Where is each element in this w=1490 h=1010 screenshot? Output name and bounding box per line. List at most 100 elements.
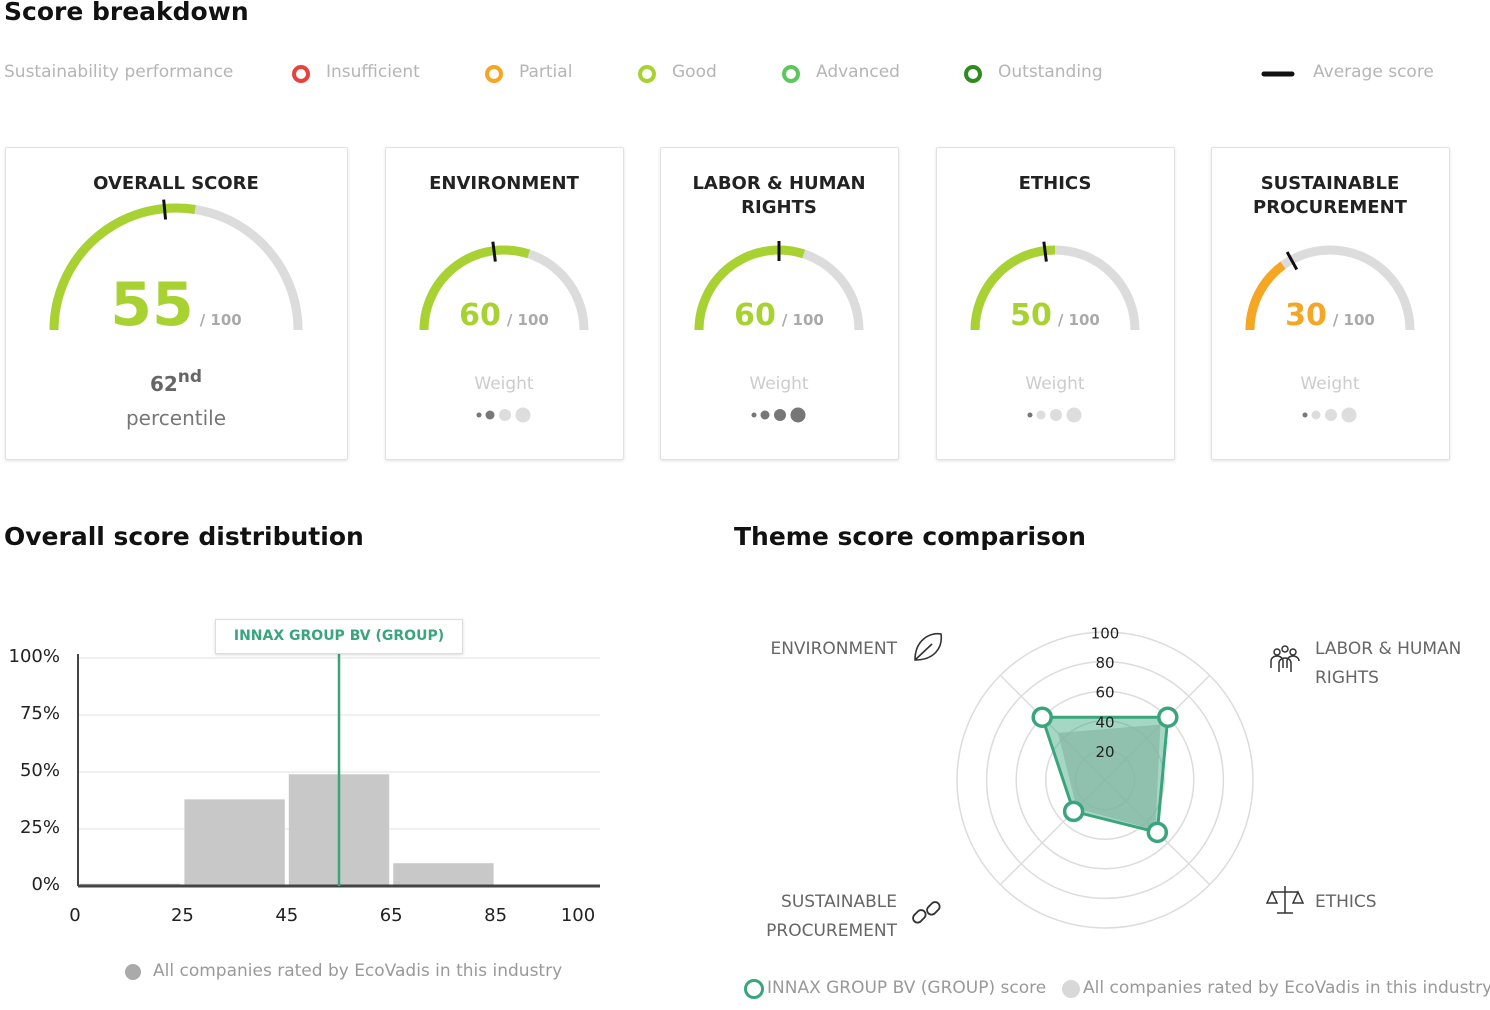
gauge-value [419, 245, 531, 331]
weight-dot [476, 412, 482, 418]
category-label: LABOR & HUMAN RIGHTS [1315, 639, 1462, 688]
rank-suffix: nd [177, 367, 203, 387]
card-title: SUSTAINABLE PROCUREMENT [1253, 173, 1407, 218]
x-tick-label: 45 [275, 905, 299, 926]
score-value: 60 [459, 298, 501, 333]
icon-link [912, 901, 941, 924]
radial-tick-label: 60 [1095, 684, 1114, 702]
average-area [1057, 724, 1161, 831]
score-max: / 100 [199, 311, 242, 329]
grid-ring [985, 660, 1225, 900]
weight-dot [515, 407, 531, 423]
y-tick-label: 50% [19, 760, 60, 781]
weight-label: Weight [749, 374, 809, 394]
score-value: 50 [1010, 298, 1052, 333]
legend-swatch [744, 979, 764, 999]
x-tick-label: 100 [560, 905, 596, 926]
weight-dot [485, 410, 495, 420]
score-point [1031, 706, 1053, 728]
score: 50 / 100 [945, 298, 1165, 333]
icon-scales [1265, 886, 1305, 914]
gauge-average [491, 241, 497, 262]
score-max: / 100 [1057, 311, 1100, 329]
legend-swatch [485, 65, 503, 83]
rank: 62nd [116, 367, 236, 396]
grid-ring [1015, 690, 1195, 870]
card-title: OVERALL SCORE [93, 173, 259, 194]
gauge-average [1042, 241, 1048, 262]
legend-item: Insufficient [326, 62, 420, 82]
legend-swatch [964, 65, 982, 83]
category-label: ENVIRONMENT [770, 639, 897, 659]
grid-ring [1045, 720, 1165, 840]
weight-dot [1311, 410, 1321, 420]
x-tick-label: 65 [379, 905, 403, 926]
card-title: ETHICS [1018, 173, 1092, 194]
legend-item: All companies rated by EcoVadis in this … [153, 961, 563, 981]
legend-swatch [125, 964, 141, 980]
weight-dot [1050, 409, 1062, 421]
score: 60 / 100 [394, 298, 614, 333]
score-point [1062, 800, 1085, 823]
score: 30 / 100 [1220, 298, 1440, 333]
card-title: LABOR & HUMAN RIGHTS [692, 173, 866, 218]
legend-item: Good [672, 62, 717, 82]
x-tick-label: 25 [170, 905, 194, 926]
y-tick-label: 0% [31, 874, 60, 895]
icon-people [1270, 645, 1300, 672]
score: 55 / 100 [66, 270, 286, 340]
chart-title: Theme score comparison [734, 522, 1086, 551]
legend-item: All companies rated by EcoVadis in this … [1083, 978, 1490, 998]
category-label: SUSTAINABLE PROCUREMENT [766, 892, 897, 941]
weight-dot [1302, 412, 1308, 418]
y-tick-label: 25% [19, 817, 60, 838]
weight-dot [1036, 410, 1046, 420]
weight-dot [790, 407, 806, 423]
weight-dot [1325, 409, 1337, 421]
gauge-average [162, 199, 168, 220]
score-value: 30 [1285, 298, 1327, 333]
x-tick-label: 85 [484, 905, 508, 926]
radial-tick-label: 100 [1091, 625, 1120, 643]
x-tick-label: 0 [69, 905, 81, 926]
gauge-average [1285, 251, 1299, 271]
score-max: / 100 [781, 311, 824, 329]
legend-item: Average score [1313, 62, 1434, 82]
category-label: ETHICS [1315, 892, 1377, 912]
score-value: 60 [734, 298, 776, 333]
legend-swatch [1062, 980, 1080, 998]
y-tick-label: 75% [19, 703, 60, 724]
grid-ring [956, 631, 1254, 929]
weight-dot [751, 412, 757, 418]
y-tick-label: 100% [8, 646, 60, 667]
radial-tick-label: 40 [1095, 713, 1114, 731]
legend-swatch [782, 65, 800, 83]
weight-label: Weight [1025, 374, 1085, 394]
rank-value: 62 [149, 372, 178, 396]
gauge-value [1245, 261, 1286, 331]
legend-label: Sustainability performance [4, 62, 234, 82]
weight-dot [1341, 407, 1357, 423]
bar [393, 863, 494, 886]
radial-tick-label: 20 [1095, 743, 1114, 761]
radial-tick-label: 80 [1095, 654, 1114, 672]
gauge-value [49, 203, 196, 331]
weight-dot [774, 409, 786, 421]
gauge-value [694, 245, 806, 331]
legend-swatch [638, 65, 656, 83]
score: 60 / 100 [669, 298, 889, 333]
score-max: / 100 [1332, 311, 1375, 329]
score-point [1157, 706, 1179, 728]
legend-item: Outstanding [998, 62, 1103, 82]
page-title: Score breakdown [4, 0, 249, 26]
gauge-value [970, 245, 1056, 331]
legend-item: Advanced [816, 62, 900, 82]
weight-dot [499, 409, 511, 421]
legend-item: Partial [519, 62, 573, 82]
chart-title: Overall score distribution [4, 522, 364, 551]
score-max: / 100 [506, 311, 549, 329]
weight-dot [1066, 407, 1082, 423]
marker-label: INNAX GROUP BV (GROUP) [215, 619, 463, 654]
